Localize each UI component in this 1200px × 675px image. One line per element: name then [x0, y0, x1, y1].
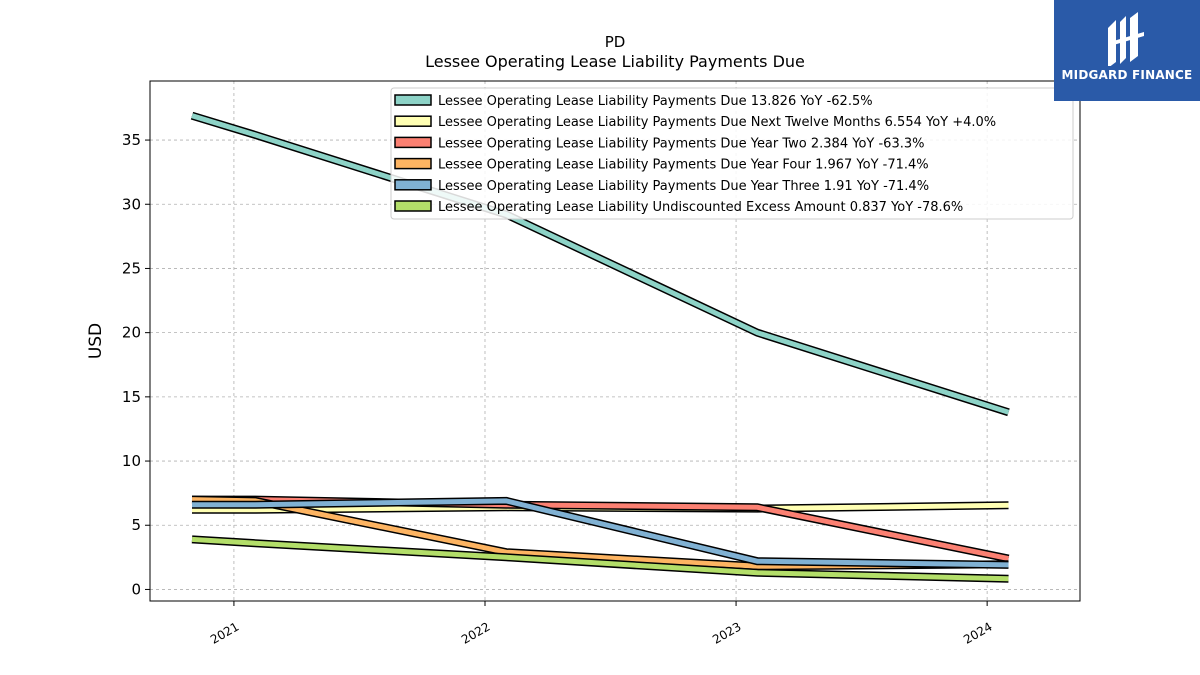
- midgard-finance-logo: MIDGARD FINANCE: [1054, 0, 1200, 101]
- y-tick-label: 10: [122, 452, 141, 470]
- y-tick-label: 15: [122, 388, 141, 406]
- legend-swatch: [394, 94, 432, 106]
- y-tick-label: 25: [122, 259, 141, 277]
- x-tick-label: 2023: [710, 619, 743, 646]
- legend: Lessee Operating Lease Liability Payment…: [390, 87, 1074, 220]
- chart-title: PD: [605, 33, 626, 51]
- x-tick-label: 2021: [208, 619, 241, 646]
- logo-mark-icon: [1108, 12, 1144, 66]
- series-lines: [190, 111, 1010, 583]
- x-tick-label: 2022: [459, 619, 492, 646]
- legend-label: Lessee Operating Lease Liability Payment…: [438, 179, 929, 194]
- chart-subtitle: Lessee Operating Lease Liability Payment…: [425, 52, 805, 71]
- legend-swatch: [394, 200, 432, 212]
- legend-label: Lessee Operating Lease Liability Payment…: [438, 115, 996, 130]
- legend-swatch: [394, 157, 432, 170]
- y-tick-label: 5: [131, 516, 141, 534]
- y-tick-label: 20: [122, 324, 141, 342]
- series-line-4: [192, 496, 1009, 569]
- series-line-5: [191, 535, 1009, 583]
- legend-box: [390, 87, 1074, 220]
- y-tick-label: 0: [131, 580, 141, 598]
- series-core: [192, 498, 1009, 568]
- legend-label: Lessee Operating Lease Liability Payment…: [438, 94, 873, 109]
- x-tick-label: 2024: [961, 619, 994, 646]
- plot-frame: [149, 80, 1081, 602]
- legend-label: Lessee Operating Lease Liability Undisco…: [438, 200, 963, 215]
- legend-label: Lessee Operating Lease Liability Payment…: [438, 158, 929, 173]
- legend-swatch: [394, 179, 432, 191]
- y-tick-label: 35: [122, 131, 141, 149]
- y-axis-label: USD: [86, 323, 106, 359]
- legend-label: Lessee Operating Lease Liability Payment…: [438, 136, 924, 151]
- logo-text: MIDGARD FINANCE: [1061, 68, 1193, 82]
- legend-swatch: [394, 136, 432, 149]
- y-tick-label: 30: [122, 195, 141, 213]
- series-core: [191, 536, 1009, 582]
- legend-swatch: [394, 115, 432, 127]
